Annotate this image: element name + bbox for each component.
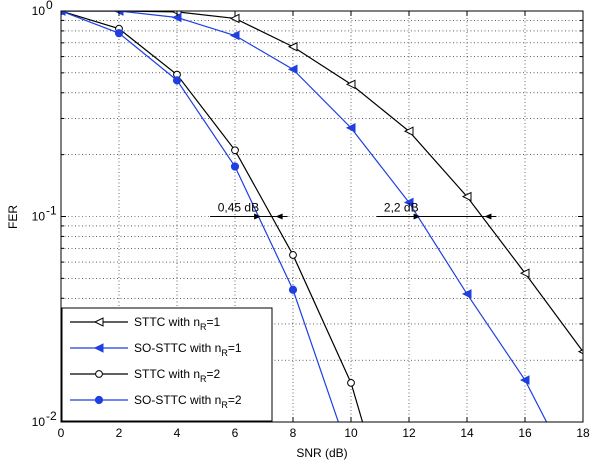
legend-marker: [93, 343, 104, 353]
y-tick-label-exponent: -1: [46, 204, 57, 218]
x-tick-label: 6: [232, 426, 239, 440]
y-tick-label-exponent: 0: [46, 0, 53, 12]
data-point: [172, 76, 182, 85]
legend-marker: [93, 317, 104, 327]
data-point: [403, 126, 414, 137]
annotation-arrowhead: [413, 213, 421, 220]
series-line: [61, 11, 548, 422]
x-tick-label: 14: [460, 426, 474, 440]
grid: [61, 11, 583, 422]
x-tick-label: 0: [58, 426, 65, 440]
data-point: [403, 197, 414, 208]
data-point: [287, 64, 298, 75]
x-tick-label: 4: [174, 426, 181, 440]
data-point: [231, 146, 239, 155]
data-point: [461, 191, 472, 202]
data-point: [519, 375, 530, 385]
data-point: [114, 29, 124, 38]
x-tick-label: 8: [290, 426, 297, 440]
x-axis-label: SNR (dB): [296, 446, 347, 460]
annotation-label: 2,2 dB: [384, 201, 419, 215]
annotation-label: 0,45 dB: [218, 201, 259, 215]
legend: STTC with nR=1 SO-STTC with nR=1 STTC with…: [61, 307, 273, 422]
legend-label: SO-STTC with nR=2: [134, 393, 242, 410]
series-4: [61, 11, 340, 422]
data-point: [229, 30, 240, 41]
y-axis-label: FER: [6, 205, 20, 229]
series-line: [61, 11, 340, 422]
y-tick-label: 10: [32, 415, 46, 429]
data-point: [345, 79, 356, 90]
data-point: [461, 289, 472, 299]
x-tick-label: 10: [344, 426, 358, 440]
annotation-arrowhead: [254, 213, 262, 220]
legend-label: STTC with nR=1: [134, 315, 221, 332]
x-tick-label: 2: [116, 426, 123, 440]
data-point: [288, 285, 298, 294]
data-point: [519, 268, 530, 278]
legend-label: SO-STTC with nR=1: [134, 341, 242, 358]
data-point: [230, 162, 240, 171]
y-tick-label: 10: [32, 210, 46, 224]
x-tick-label: 16: [518, 426, 532, 440]
legend-label: STTC with nR=2: [134, 367, 221, 384]
x-tick-labels: 0 2 4 6 8 10 12 14 16 18: [58, 426, 590, 440]
y-tick-label: 10: [32, 4, 46, 18]
legend-marker: [95, 370, 103, 378]
data-point: [347, 378, 355, 387]
data-point: [289, 251, 297, 259]
data-point: [229, 13, 240, 24]
data-point: [577, 349, 583, 355]
data-point: [287, 41, 298, 52]
x-tick-label: 18: [576, 426, 590, 440]
legend-marker: [94, 395, 104, 405]
annotations: 0,45 dB 2,2 dB: [210, 201, 497, 220]
y-tick-label-exponent: -2: [46, 409, 57, 423]
data-point: [345, 123, 356, 133]
x-tick-label: 12: [402, 426, 416, 440]
